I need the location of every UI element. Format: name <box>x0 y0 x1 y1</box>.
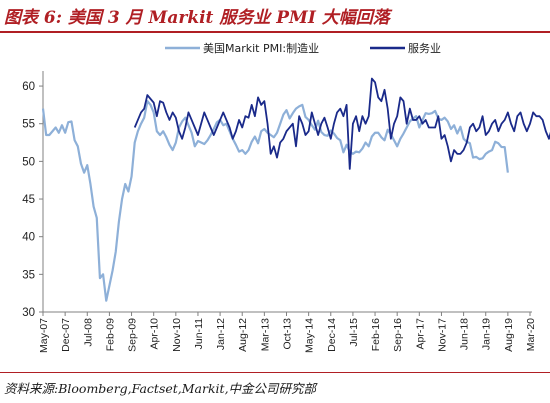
x-tick-label: Jul-15 <box>348 318 360 347</box>
x-tick-label: Mar-20 <box>525 318 537 351</box>
x-tick-label: May-07 <box>38 318 50 353</box>
series-group <box>41 77 550 302</box>
y-tick-label: 30 <box>22 307 35 319</box>
x-tick-label: Mar-13 <box>259 318 271 351</box>
x-tick-label: Dec-14 <box>326 318 338 352</box>
y-tick-label: 40 <box>22 232 35 244</box>
x-ticks: May-07 Dec-07 Jul-08 Feb-09 Sep-09 Apr-10 Nov-… <box>38 312 537 353</box>
x-tick-label: Aug-19 <box>503 318 515 352</box>
series-line-manufacturing <box>41 100 509 302</box>
x-tick-label: Aug-12 <box>237 318 249 352</box>
line-chart: 美国Markit PMI:制造业 服务业 30 35 40 45 50 55 60 May-… <box>22 41 550 353</box>
x-tick-label: Sep-09 <box>127 318 139 352</box>
y-tick-label: 50 <box>22 156 35 168</box>
y-tick-label: 55 <box>22 119 35 131</box>
source-note: 资料来源:Bloomberg,Factset,Markit,中金公司研究部 <box>4 381 317 396</box>
x-tick-label: Oct-13 <box>282 318 294 350</box>
x-tick-label: Jan-19 <box>481 318 493 350</box>
title-divider <box>0 31 550 33</box>
x-tick-label: Dec-07 <box>60 318 72 352</box>
legend-label-manufacturing: 美国Markit PMI:制造业 <box>203 41 319 55</box>
chart-title: 图表 6: 美国 3 月 Markit 服务业 PMI 大幅回落 <box>4 8 390 28</box>
y-ticks: 30 35 40 45 50 55 60 <box>22 81 43 319</box>
y-tick-label: 60 <box>22 81 35 93</box>
x-tick-label: Feb-16 <box>370 318 382 351</box>
x-tick-label: Nov-10 <box>171 318 183 352</box>
y-tick-label: 45 <box>22 194 35 206</box>
x-tick-label: Feb-09 <box>104 318 116 351</box>
legend-label-services: 服务业 <box>408 42 441 55</box>
x-tick-label: Jun-18 <box>459 318 471 350</box>
x-tick-label: May-14 <box>304 318 316 353</box>
x-tick-label: Jul-08 <box>82 318 94 347</box>
x-tick-label: Nov-17 <box>436 318 448 352</box>
y-tick-label: 35 <box>22 269 35 281</box>
x-tick-label: Jan-12 <box>215 318 227 350</box>
legend: 美国Markit PMI:制造业 服务业 <box>165 41 441 55</box>
x-tick-label: Sep-16 <box>392 318 404 352</box>
footer-divider <box>0 372 550 373</box>
x-tick-label: Apr-17 <box>414 318 426 350</box>
series-line-services <box>133 77 550 170</box>
x-tick-label: Apr-10 <box>149 318 161 350</box>
x-tick-label: Jun-11 <box>193 318 205 349</box>
